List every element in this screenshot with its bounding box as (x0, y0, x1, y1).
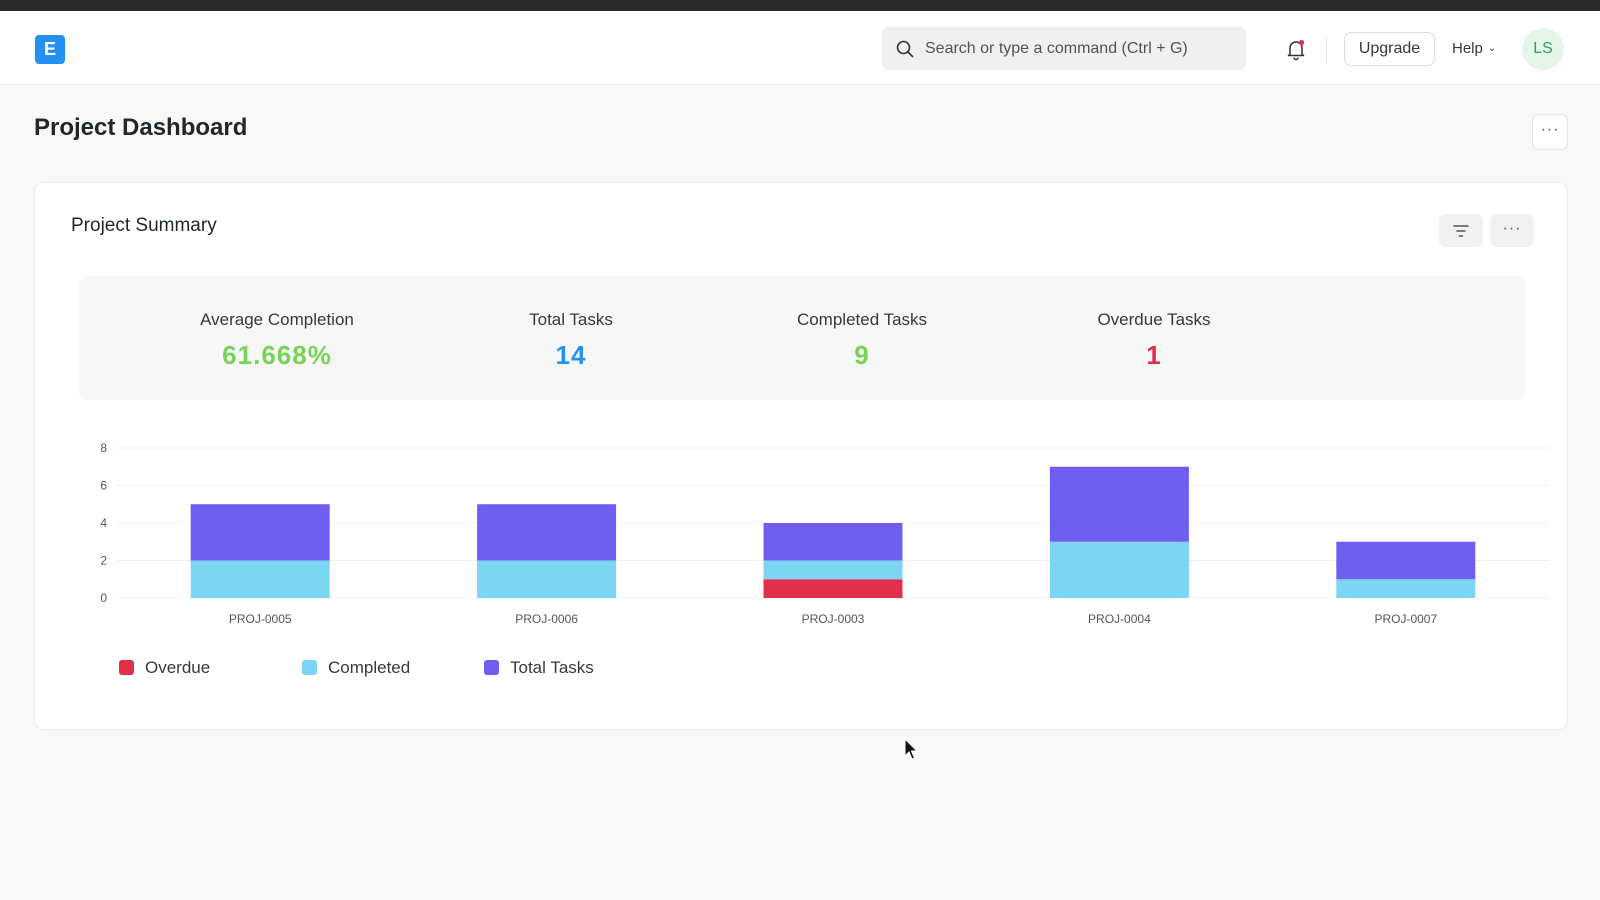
navbar-divider (1326, 37, 1327, 63)
legend-swatch (119, 660, 134, 675)
project-bar-chart: 0 2 4 6 8 PROJ-0005 PROJ-0006 PROJ-0003 PROJ-000… (79, 438, 1559, 638)
help-dropdown[interactable]: Help ⌄ (1452, 32, 1496, 66)
stat-value: 61.668% (222, 340, 332, 370)
y-tick-label: 2 (100, 554, 107, 568)
navbar: E Search or type a command (Ctrl + G) Up… (0, 11, 1600, 85)
help-label: Help (1452, 40, 1483, 57)
search-icon (896, 40, 914, 58)
card-title: Project Summary (71, 215, 217, 236)
filter-icon (1453, 225, 1469, 237)
bar-segment (1049, 466, 1189, 542)
card-more-button[interactable]: ··· (1490, 214, 1534, 247)
x-tick-label: PROJ-0007 (1374, 612, 1437, 626)
stats-panel: Average Completion 61.668% Total Tasks 1… (79, 276, 1525, 400)
window-top-strip (0, 0, 1600, 11)
legend-swatch (484, 660, 499, 675)
stat-label: Average Completion (200, 310, 354, 329)
stat-value: 1 (1146, 340, 1162, 370)
legend-label: Completed (328, 658, 411, 677)
page-more-button[interactable]: ··· (1532, 114, 1568, 150)
legend-swatch (302, 660, 317, 675)
stat-value: 14 (555, 340, 587, 370)
chart-svg: 0 2 4 6 8 PROJ-0005 PROJ-0006 PROJ-0003 PROJ-000… (100, 441, 1549, 626)
search-placeholder: Search or type a command (Ctrl + G) (925, 40, 1188, 57)
legend-label: Total Tasks (510, 658, 594, 677)
y-tick-label: 8 (100, 441, 107, 455)
bar-segment (1336, 579, 1476, 598)
y-tick-label: 6 (100, 479, 107, 493)
mouse-pointer-icon (904, 738, 919, 760)
stat-label: Overdue Tasks (1097, 310, 1211, 329)
x-tick-label: PROJ-0005 (229, 612, 292, 626)
stat-label: Completed Tasks (796, 310, 928, 329)
bar-segment (1049, 541, 1189, 598)
bar-segment (477, 560, 617, 598)
bar-segment (1336, 541, 1476, 580)
user-avatar[interactable]: LS (1522, 28, 1564, 70)
y-tick-label: 4 (100, 516, 107, 530)
bar-segment (763, 579, 903, 598)
stat-label: Total Tasks (529, 310, 613, 329)
search-bar[interactable]: Search or type a command (Ctrl + G) (882, 27, 1246, 70)
x-tick-label: PROJ-0006 (515, 612, 578, 626)
stat-value: 9 (854, 340, 870, 370)
upgrade-button[interactable]: Upgrade (1344, 32, 1435, 66)
y-tick-label: 0 (100, 591, 107, 605)
x-tick-label: PROJ-0003 (802, 612, 865, 626)
project-summary-card: Project Summary ··· Average Completion 6… (34, 182, 1568, 730)
filter-button[interactable] (1439, 214, 1483, 247)
bar-segment (190, 560, 330, 598)
bar-segment (763, 560, 903, 580)
chevron-down-icon: ⌄ (1487, 43, 1497, 55)
page-title: Project Dashboard (34, 114, 248, 141)
app-logo[interactable]: E (35, 35, 65, 64)
bar-segment (477, 504, 617, 561)
legend-label: Overdue (145, 658, 211, 677)
bar-segment (190, 504, 330, 561)
bar-segment (763, 523, 903, 561)
bell-icon[interactable] (1284, 37, 1308, 61)
x-tick-label: PROJ-0004 (1088, 612, 1151, 626)
chart-legend: Overdue Completed Total Tasks (35, 656, 1569, 680)
